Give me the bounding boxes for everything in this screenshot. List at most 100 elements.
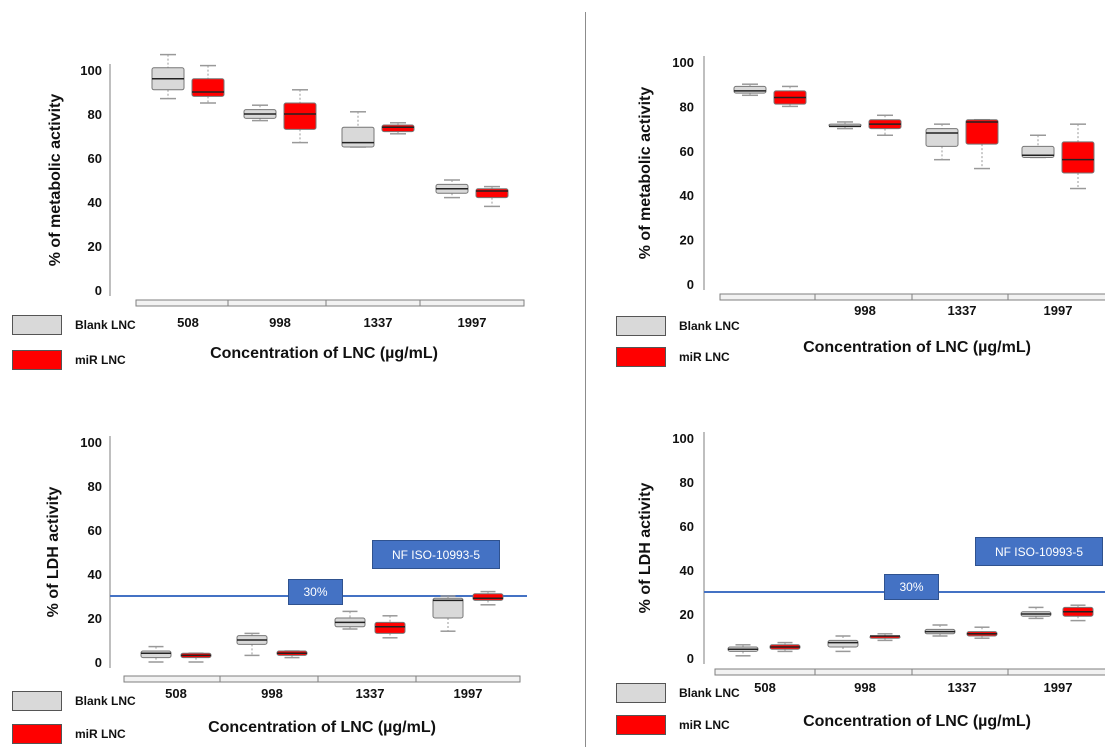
x-tick-label: 998 — [854, 680, 876, 695]
x-tick-label: 1337 — [948, 303, 977, 318]
legend-mir-top-right: miR LNC — [616, 347, 730, 367]
legend-blank-bottom-right: Blank LNC — [616, 683, 740, 703]
category-bar — [1007, 293, 1105, 301]
x-tick-label: 998 — [854, 303, 876, 318]
category-bar — [714, 668, 816, 676]
category-bar — [219, 675, 325, 683]
x-tick-label: 1337 — [356, 686, 385, 701]
category-bar — [814, 293, 916, 301]
x-tick-label: 1337 — [364, 315, 393, 330]
y-tick-label: 60 — [680, 519, 694, 534]
y-tick-label: 100 — [672, 55, 694, 70]
legend-swatch-blank — [616, 316, 666, 336]
y-tick-label: 20 — [88, 611, 102, 626]
y-axis-title: % of LDH activity — [45, 487, 62, 618]
y-tick-label: 60 — [680, 144, 694, 159]
box — [965, 119, 999, 145]
legend-label-mir: miR LNC — [75, 727, 126, 741]
x-tick-label: 508 — [177, 315, 199, 330]
x-tick-label: 508 — [165, 686, 187, 701]
legend-label-blank: Blank LNC — [679, 686, 740, 700]
category-bar — [419, 299, 525, 307]
box — [381, 124, 415, 133]
x-tick-label: 1997 — [1044, 303, 1073, 318]
x-tick-label: 998 — [269, 315, 291, 330]
x-axis-title: Concentration of LNC (µg/mL) — [210, 345, 438, 362]
category-bar — [719, 293, 821, 301]
y-tick-label: 60 — [88, 151, 102, 166]
threshold-label: 30% — [884, 574, 939, 600]
box — [432, 597, 464, 619]
y-tick-label: 20 — [680, 233, 694, 248]
category-bar — [415, 675, 521, 683]
x-axis-title: Concentration of LNC (µg/mL) — [803, 339, 1031, 356]
y-tick-label: 80 — [680, 99, 694, 114]
legend-blank-bottom-left: Blank LNC — [12, 691, 136, 711]
threshold-label: 30% — [288, 579, 343, 605]
legend-label-blank: Blank LNC — [679, 319, 740, 333]
category-bar — [123, 675, 229, 683]
iso-standard-tag: NF ISO-10993-5 — [372, 540, 500, 569]
y-axis-title: % of metabolic activity — [637, 87, 654, 260]
category-bar — [911, 668, 1013, 676]
legend-swatch-mir — [616, 347, 666, 367]
box — [472, 593, 504, 601]
box — [475, 188, 509, 199]
legend-blank-top-right: Blank LNC — [616, 316, 740, 336]
y-tick-label: 80 — [88, 107, 102, 122]
category-bar — [911, 293, 1013, 301]
category-bar — [325, 299, 431, 307]
y-tick-label: 20 — [680, 607, 694, 622]
y-tick-label: 0 — [95, 283, 102, 298]
category-bar — [135, 299, 241, 307]
y-tick-label: 60 — [88, 523, 102, 538]
x-tick-label: 998 — [261, 686, 283, 701]
category-bar — [814, 668, 916, 676]
legend-mir-top-left: miR LNC — [12, 350, 126, 370]
legend-blank-top-left: Blank LNC — [12, 315, 136, 335]
legend-swatch-mir — [12, 350, 62, 370]
y-tick-label: 0 — [687, 651, 694, 666]
box — [140, 650, 172, 659]
box — [1061, 141, 1095, 174]
box — [283, 102, 317, 130]
box — [374, 621, 406, 634]
category-bar — [227, 299, 333, 307]
legend-swatch-mir — [12, 724, 62, 744]
x-tick-label: 1997 — [1044, 680, 1073, 695]
panel-divider — [585, 12, 586, 747]
legend-mir-bottom-left: miR LNC — [12, 724, 126, 744]
legend-label-blank: Blank LNC — [75, 694, 136, 708]
legend-swatch-mir — [616, 715, 666, 735]
y-tick-label: 80 — [680, 475, 694, 490]
box — [341, 126, 375, 148]
category-bar — [1007, 668, 1105, 676]
x-tick-label: 1337 — [948, 680, 977, 695]
legend-label-blank: Blank LNC — [75, 318, 136, 332]
legend-swatch-blank — [12, 691, 62, 711]
x-tick-label: 1997 — [458, 315, 487, 330]
legend-swatch-blank — [616, 683, 666, 703]
y-axis-title: % of LDH activity — [637, 483, 654, 614]
legend-label-mir: miR LNC — [679, 350, 730, 364]
category-bar — [317, 675, 423, 683]
y-tick-label: 40 — [88, 195, 102, 210]
y-tick-label: 20 — [88, 239, 102, 254]
box — [925, 128, 959, 147]
x-tick-label: 508 — [754, 680, 776, 695]
legend-mir-bottom-right: miR LNC — [616, 715, 730, 735]
y-tick-label: 80 — [88, 479, 102, 494]
y-tick-label: 100 — [80, 435, 102, 450]
y-tick-label: 0 — [95, 655, 102, 670]
y-axis-title: % of metabolic activity — [47, 94, 64, 267]
box — [827, 639, 859, 648]
y-tick-label: 0 — [687, 277, 694, 292]
y-tick-label: 100 — [80, 63, 102, 78]
x-axis-title: Concentration of LNC (µg/mL) — [208, 719, 436, 736]
legend-swatch-blank — [12, 315, 62, 335]
x-axis-title: Concentration of LNC (µg/mL) — [803, 713, 1031, 730]
y-tick-label: 40 — [680, 563, 694, 578]
y-tick-label: 100 — [672, 431, 694, 446]
legend-label-mir: miR LNC — [679, 718, 730, 732]
